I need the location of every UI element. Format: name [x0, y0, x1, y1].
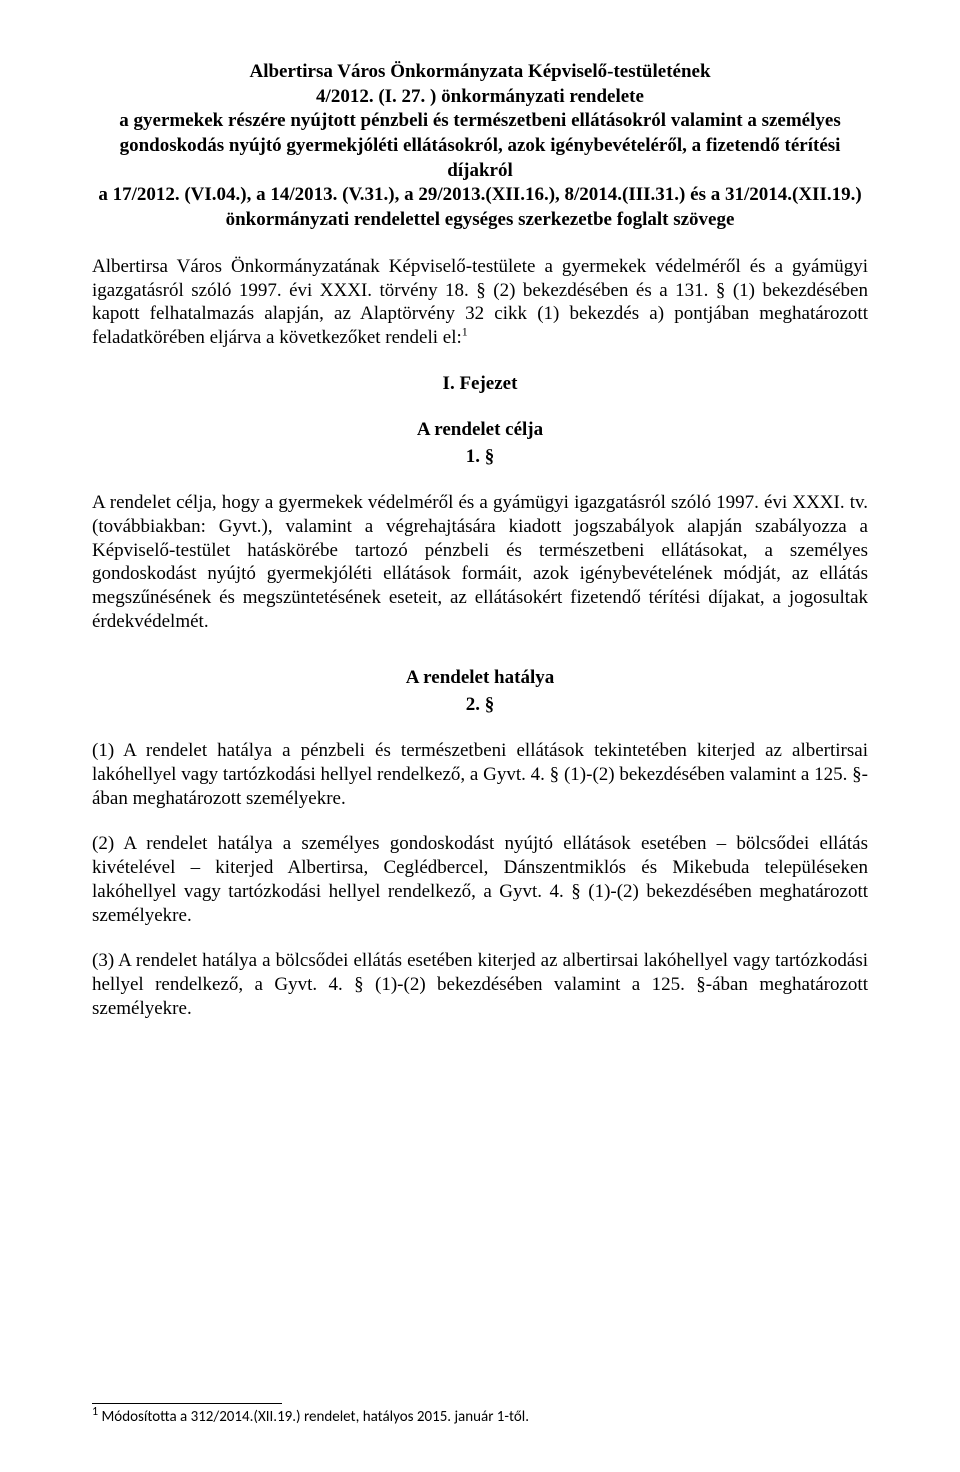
footnote-text: Módosította a 312/2014.(XII.19.) rendele… — [98, 1408, 529, 1426]
footnote-area: 1 Módosította a 312/2014.(XII.19.) rende… — [92, 1403, 868, 1426]
document-page: Albertirsa Város Önkormányzata Képviselő… — [0, 0, 960, 1472]
section-2-p1: (1) A rendelet hatálya a pénzbeli és ter… — [92, 739, 868, 810]
footnote-ref-1: 1 — [462, 325, 468, 339]
title-line-3: a gyermekek részére nyújtott pénzbeli és… — [92, 109, 868, 183]
title-line-1: Albertirsa Város Önkormányzata Képviselő… — [92, 60, 868, 85]
section-2-p2: (2) A rendelet hatálya a személyes gondo… — [92, 832, 868, 927]
spacer — [92, 400, 868, 418]
body-text: Albertirsa Város Önkormányzatának Képvis… — [92, 255, 868, 1021]
preamble-paragraph: Albertirsa Város Önkormányzatának Képvis… — [92, 255, 868, 350]
section-1-text: A rendelet célja, hogy a gyermekek védel… — [92, 491, 868, 634]
footnote-separator — [92, 1403, 282, 1404]
title-line-2: 4/2012. (I. 27. ) önkormányzati rendelet… — [92, 85, 868, 110]
section-2-p3: (3) A rendelet hatálya a bölcsődei ellát… — [92, 949, 868, 1020]
spacer — [92, 656, 868, 666]
section-1-num: 1. § — [92, 445, 868, 469]
preamble-text: Albertirsa Város Önkormányzatának Képvis… — [92, 256, 868, 348]
chapter-1-label: I. Fejezet — [92, 372, 868, 396]
title-line-4: a 17/2012. (VI.04.), a 14/2013. (V.31.),… — [92, 183, 868, 232]
section-1-title: A rendelet célja — [92, 418, 868, 442]
section-2-title: A rendelet hatálya — [92, 666, 868, 690]
footnote-1: 1 Módosította a 312/2014.(XII.19.) rende… — [92, 1408, 868, 1426]
title-block: Albertirsa Város Önkormányzata Képviselő… — [92, 60, 868, 233]
section-2-num: 2. § — [92, 693, 868, 717]
